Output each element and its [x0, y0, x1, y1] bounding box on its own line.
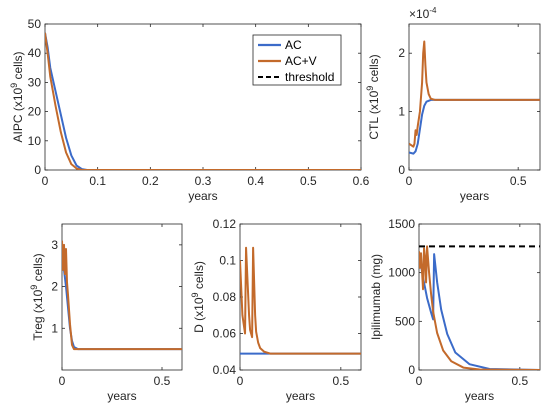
y-axis-label: D (x109 cells) [190, 261, 206, 333]
y-axis-label-tail: cells) [367, 54, 381, 85]
x-axis-label: years [286, 389, 315, 403]
y-axis-label-main: Ipilimumab (mg) [369, 254, 383, 340]
x-tick-label: 0 [406, 174, 413, 188]
x-tick-label: 0.3 [195, 174, 212, 188]
axes-frame [408, 23, 541, 171]
y-axis-label-tail: cells) [192, 261, 206, 292]
y-axis-label-sup: 9 [190, 292, 200, 297]
x-tick-label: 0.4 [247, 174, 264, 188]
x-tick-label: 0.5 [510, 174, 527, 188]
y-axis-label-sup: 9 [29, 285, 39, 290]
y-tick-label: 0.1 [219, 254, 236, 268]
series-group [419, 245, 540, 370]
y-tick-label: 0.08 [213, 290, 237, 304]
y-tick-label: 10 [28, 134, 42, 148]
y-axis-label-main: AIPC (x10 [11, 88, 25, 143]
y-axis-label-sup: 9 [365, 86, 375, 91]
series-line-acv [419, 245, 540, 370]
y-tick-label: 0 [34, 163, 41, 177]
y-tick-label: 1500 [388, 217, 415, 231]
series-group [62, 240, 182, 351]
x-tick-label: 0 [59, 374, 66, 388]
x-tick-label: 0 [42, 174, 49, 188]
series-group [409, 40, 540, 155]
legend: AC AC+V threshold [252, 34, 342, 86]
x-tick-label: 0.6 [353, 174, 370, 188]
y-tick-label: 20 [28, 105, 42, 119]
x-axis-label: years [188, 189, 217, 203]
x-tick-label: 0.5 [511, 374, 528, 388]
series-group [240, 246, 361, 355]
axes-frame [61, 223, 183, 371]
axis-exponent-label: ×10-4 [409, 6, 437, 21]
y-tick-label: 1 [51, 321, 58, 335]
y-axis-label: Ipilimumab (mg) [369, 254, 383, 340]
y-tick-label: 40 [28, 46, 42, 60]
y-tick-label: 1000 [388, 266, 415, 280]
y-tick-label: 0.12 [213, 217, 237, 231]
legend-label-acv: AC+V [285, 54, 317, 68]
axes-frame [239, 223, 362, 371]
series-group [45, 32, 361, 170]
x-tick-label: 0 [416, 374, 423, 388]
y-axis-label-main: D (x10 [192, 297, 206, 333]
series-line-acv [409, 40, 540, 148]
y-axis-label-main: CTL (x10 [367, 90, 381, 139]
y-axis-label-main: Treg (x10 [31, 289, 45, 340]
series-line-acv [240, 246, 361, 355]
x-tick-label: 0.2 [142, 174, 159, 188]
x-axis-label: years [465, 389, 494, 403]
legend-label-threshold: threshold [285, 70, 334, 84]
y-tick-label: 2 [398, 46, 405, 60]
axis-exponent-sup: -4 [429, 6, 437, 15]
y-tick-label: 30 [28, 75, 42, 89]
x-tick-label: 0.5 [332, 374, 349, 388]
panel-ipilimumab: 0 0.5 0 500 1000 1500 years Ipilimumab (mg) [369, 217, 541, 403]
series-line-acv [45, 32, 361, 170]
series-line-acv [62, 240, 182, 351]
y-axis-label-sup: 9 [9, 83, 19, 88]
y-tick-label: 3 [51, 238, 58, 252]
axis-exponent-base: ×10 [409, 7, 430, 21]
x-tick-label: 0.5 [300, 174, 317, 188]
x-axis-label: years [460, 189, 489, 203]
y-tick-label: 500 [395, 314, 415, 328]
y-axis-label: Treg (x109 cells) [29, 253, 45, 340]
y-tick-label: 2 [51, 280, 58, 294]
y-axis-label-tail: cells) [11, 51, 25, 82]
y-tick-label: 1 [398, 105, 405, 119]
y-tick-label: 50 [28, 17, 42, 31]
panel-treg: 0 0.5 1 2 3 years Treg (x109 cells) [29, 223, 183, 403]
legend-label-ac: AC [285, 38, 302, 52]
panel-dcells: 0 0.5 0.04 0.06 0.08 0.1 0.12 years D (x109 cell… [190, 217, 362, 403]
y-tick-label: 0 [398, 163, 405, 177]
y-tick-label: 0.04 [213, 363, 237, 377]
y-axis-label: AIPC (x109 cells) [9, 51, 25, 142]
y-axis-label: CTL (x109 cells) [365, 54, 381, 139]
y-tick-label: 0.06 [213, 327, 237, 341]
x-axis-label: years [107, 389, 136, 403]
x-tick-label: 0 [237, 374, 244, 388]
x-tick-label: 0.1 [89, 174, 106, 188]
y-tick-label: 0 [408, 363, 415, 377]
series-line-ac [419, 253, 540, 370]
panel-ctl: 0 0.5 0 1 2 years CTL (x109 cells) ×10-4 [365, 6, 541, 203]
y-axis-label-tail: cells) [31, 253, 45, 284]
x-tick-label: 0.5 [154, 374, 171, 388]
